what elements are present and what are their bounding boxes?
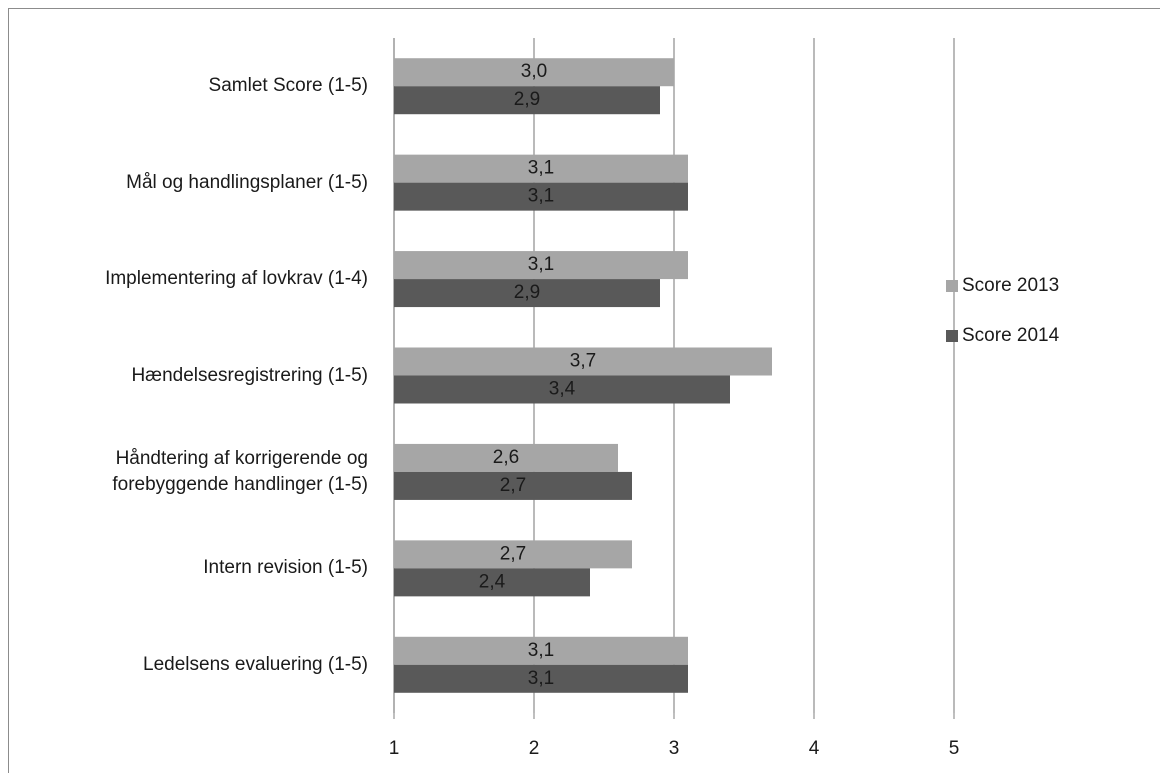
category-label: Mål og handlingsplaner (1-5) [126,171,368,193]
bar [394,182,688,211]
category-label: Ledelsens evaluering (1-5) [143,653,368,675]
bar [394,58,674,87]
x-tick-label: 5 [949,738,960,759]
value-label: 3,1 [528,158,554,179]
value-label: 3,1 [528,254,554,275]
category-label: Hændelsesregistrering (1-5) [131,364,368,386]
value-label: 2,6 [493,447,519,468]
x-tick-label: 1 [389,738,400,759]
x-tick-label: 4 [809,738,820,759]
value-label: 2,9 [514,89,540,110]
legend-label: Score 2013 [962,275,1059,296]
value-label: 2,7 [500,543,526,564]
value-label: 2,7 [500,475,526,496]
legend-swatch [946,280,958,292]
bar [394,471,632,500]
bar [394,347,772,376]
value-label: 3,1 [528,668,554,689]
bar [394,568,590,597]
value-label: 3,1 [528,640,554,661]
category-label: Intern revision (1-5) [203,557,368,579]
category-label: Implementering af lovkrav (1-4) [105,268,368,290]
value-label: 2,4 [479,571,506,592]
value-label: 3,0 [521,61,547,82]
bar [394,540,632,569]
value-label: 3,4 [549,379,576,400]
value-label: 3,1 [528,186,554,207]
bar [394,154,688,183]
x-tick-label: 3 [669,738,680,759]
legend-swatch [946,330,958,342]
bar [394,251,688,280]
bar [394,664,688,693]
bar [394,443,618,472]
bar [394,375,730,404]
bar [394,279,660,308]
value-label: 2,9 [514,282,540,303]
bar [394,636,688,665]
chart-border [8,8,1160,773]
x-tick-label: 2 [529,738,540,759]
value-label: 3,7 [570,351,596,372]
category-label: Samlet Score (1-5) [208,75,368,97]
bar [394,86,660,115]
legend-label: Score 2014 [962,325,1060,346]
category-label: Håndtering af korrigerende og forebyggen… [112,447,368,495]
